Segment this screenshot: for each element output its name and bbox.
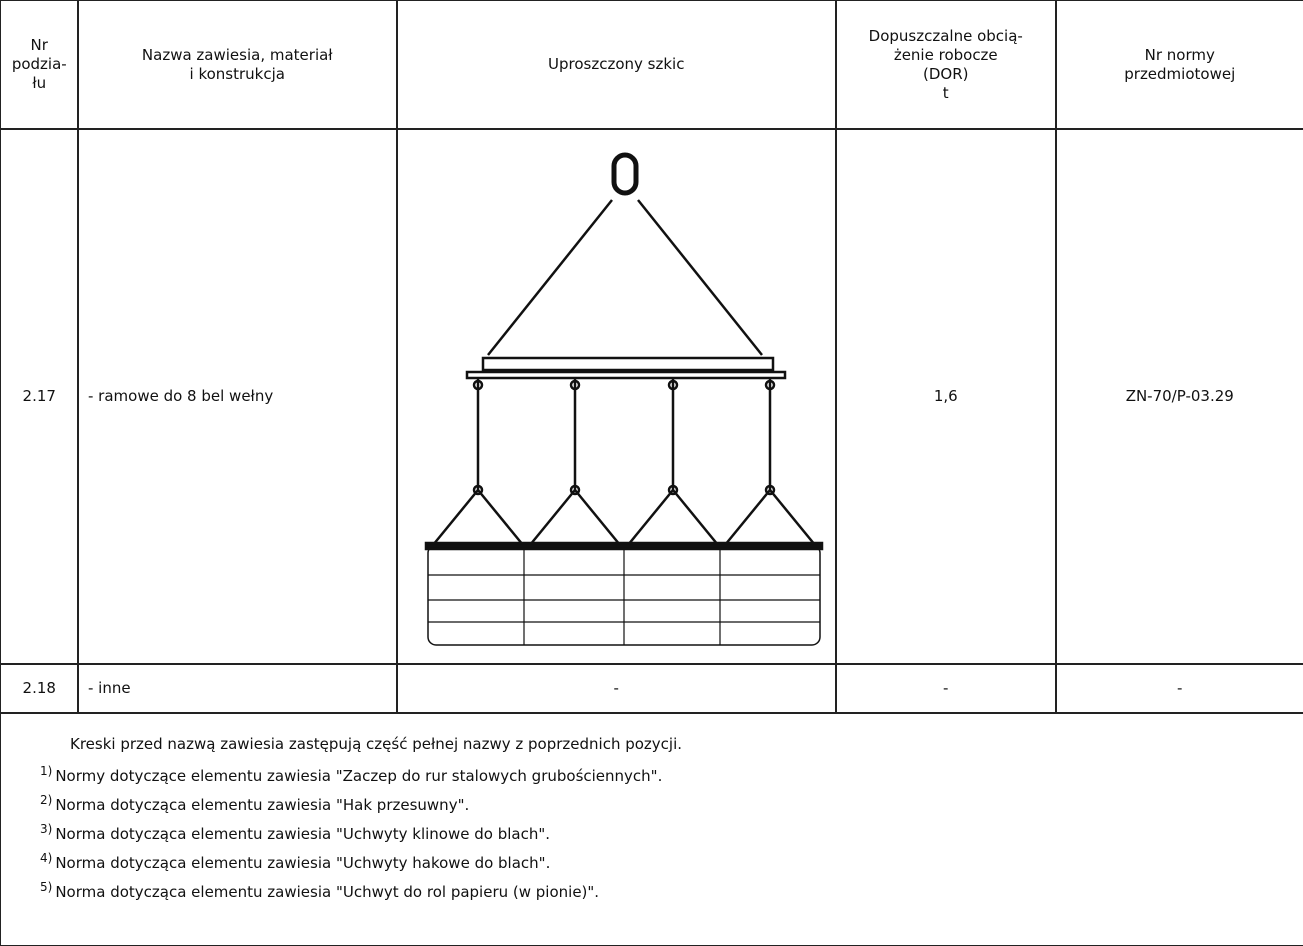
- table-cell: Dopuszczalne obcią-żenie robocze (DOR) t: [835, 0, 1057, 130]
- footnote-mark: 1): [40, 764, 53, 778]
- cell-text: Nr: [30, 36, 48, 55]
- cell-text: -: [613, 678, 619, 697]
- cell-text: i konstrukcja: [189, 64, 285, 83]
- footnote-mark: 2): [40, 793, 53, 807]
- footnote-text: Norma dotycząca elementu zawiesia "Uchwy…: [55, 825, 551, 843]
- cell-text: (DOR): [923, 64, 969, 83]
- cell-text: 2.17: [22, 386, 56, 405]
- table-cell: Nazwa zawiesia, materiał i konstrukcja: [77, 0, 398, 130]
- footnote: 1) Normy dotyczące elementu zawiesia "Zac…: [40, 764, 662, 785]
- table-cell: - inne: [77, 663, 398, 714]
- table-cell: 1,6: [835, 128, 1057, 665]
- cell-text: ZN-70/P-03.29: [1125, 386, 1234, 405]
- cell-text: łu: [32, 74, 47, 93]
- cell-text: żenie robocze: [893, 45, 998, 64]
- sketch-part: [472, 484, 484, 496]
- footnote-mark: 4): [40, 851, 53, 865]
- footnote: Kreski przed nazwą zawiesia zastępują cz…: [70, 735, 682, 753]
- cell-text: Nr normy: [1144, 45, 1215, 64]
- cell-text: -: [943, 678, 949, 697]
- footnote-text: Normy dotyczące elementu zawiesia "Zacze…: [55, 767, 663, 785]
- cell-text: Nazwa zawiesia, materiał: [141, 45, 333, 64]
- cell-text: Dopuszczalne obcią-: [868, 26, 1023, 45]
- footnote-mark: 5): [40, 880, 53, 894]
- sketch-part: [667, 379, 679, 391]
- table-cell: 2.17: [0, 128, 79, 665]
- sketch-part: [529, 489, 576, 546]
- footnote-mark: 3): [40, 822, 53, 836]
- sketch-part: [769, 489, 816, 546]
- table-cell: [396, 128, 837, 665]
- table-cell: ZN-70/P-03.29: [1055, 128, 1303, 665]
- footnote-text: Norma dotycząca elementu zawiesia "Hak p…: [55, 796, 470, 814]
- sketch-part: [627, 489, 674, 546]
- footnote: 2) Norma dotycząca elementu zawiesia "Hak…: [40, 793, 469, 814]
- footnote-text: Norma dotycząca elementu zawiesia "Uchwy…: [55, 854, 551, 872]
- cell-text: - ramowe do 8 bel wełny: [88, 386, 274, 405]
- sketch-part: [569, 484, 581, 496]
- table-cell: -: [396, 663, 837, 714]
- sketch-part: [764, 379, 776, 391]
- sketch-part: [432, 489, 479, 546]
- sketch-part: [764, 484, 776, 496]
- table-cell: Nr podzia-łu: [0, 0, 79, 130]
- footnote-text: Kreski przed nazwą zawiesia zastępują cz…: [70, 735, 683, 753]
- table-cell: -: [1055, 663, 1303, 714]
- footnote-text: Norma dotycząca elementu zawiesia "Uchwy…: [55, 883, 600, 901]
- sketch-part: [724, 489, 771, 546]
- cell-text: -: [1177, 678, 1183, 697]
- table-cell: -: [835, 663, 1057, 714]
- cell-text: przedmiotowej: [1124, 64, 1236, 83]
- table-cell: - ramowe do 8 bel wełny: [77, 128, 398, 665]
- cell-text: 2.18: [22, 678, 56, 697]
- cell-text: 1,6: [933, 386, 958, 405]
- table-cell: Nr normy przedmiotowej: [1055, 0, 1303, 130]
- sketch-part: [569, 379, 581, 391]
- sketch-part: [477, 489, 524, 546]
- sketch-part: [672, 489, 719, 546]
- sketch-part: [574, 489, 621, 546]
- footnote: 3) Norma dotycząca elementu zawiesia "Uch…: [40, 822, 550, 843]
- cell-text: Uproszczony szkic: [548, 55, 685, 74]
- cell-text: - inne: [88, 678, 131, 697]
- table-cell: Uproszczony szkic: [396, 0, 837, 130]
- footnote: 4) Norma dotycząca elementu zawiesia "Uch…: [40, 851, 550, 872]
- sketch-part: [472, 379, 484, 391]
- sketch-part: [667, 484, 679, 496]
- cell-text: podzia-: [11, 55, 67, 74]
- footnote: 5) Norma dotycząca elementu zawiesia "Uch…: [40, 880, 599, 901]
- cell-text: t: [942, 83, 949, 102]
- table-cell: 2.18: [0, 663, 79, 714]
